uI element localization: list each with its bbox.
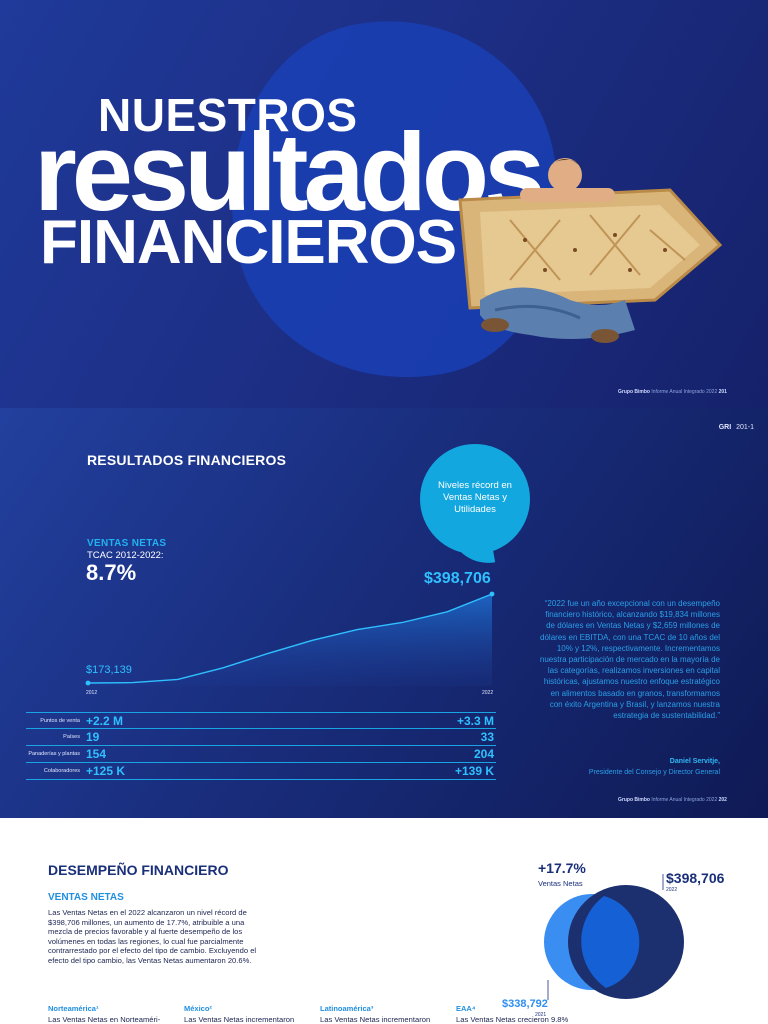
- performance-subtitle: VENTAS NETAS: [48, 892, 124, 903]
- region-text: Las Ventas Netas en Norteaméri-: [48, 1015, 161, 1024]
- stat-2012: +125 K: [86, 764, 126, 778]
- stat-row: Colaboradores +125 K +139 K: [26, 763, 496, 780]
- region-text: Las Ventas Netas incrementaron: [320, 1015, 431, 1024]
- growth-label: Ventas Netas: [538, 879, 583, 888]
- stat-2012: 19: [86, 730, 100, 744]
- hero-footer-brand: Grupo Bimbo: [618, 389, 650, 395]
- performance-section: DESEMPEÑO FINANCIERO VENTAS NETAS Las Ve…: [0, 818, 768, 1024]
- results-footer-page: 202: [718, 797, 727, 803]
- hero-footer-text: Informe Anual Integrado 2022: [651, 389, 718, 395]
- stat-row: Países 19 33: [26, 729, 496, 746]
- stat-2012: +2.2 M: [86, 714, 124, 728]
- net-sales-line: [87, 593, 493, 684]
- gri-code: 201-1: [736, 424, 754, 431]
- x-tick-2022: 2022: [482, 690, 494, 696]
- cagr-label: TCAC 2012-2022:: [87, 550, 164, 561]
- gri-label: GRI: [718, 424, 732, 431]
- ceo-quote: “2022 fue un año excepcional con un dese…: [539, 599, 720, 721]
- hero-section: NUESTROS resultados FINANCIEROS Grupo Bi…: [0, 0, 768, 408]
- region-text: Las Ventas Netas crecieron 9.8%: [456, 1015, 569, 1024]
- quote-author: Daniel Servitje,: [669, 758, 720, 765]
- stat-label: Puntos de venta: [40, 718, 80, 724]
- hero-title-line3: FINANCIEROS: [40, 208, 457, 277]
- x-tick-2012: 2012: [86, 690, 98, 696]
- stat-2022: +139 K: [454, 764, 494, 778]
- hero-title-line1: NUESTROS: [98, 89, 358, 141]
- circle-overlap: [581, 896, 640, 988]
- net-sales-area: [88, 594, 492, 686]
- net-sales-point-2022: [489, 591, 495, 597]
- results-footer: Grupo Bimbo Informe Anual Integrado 2022…: [618, 797, 727, 803]
- hero-person-with-bread-illustration: [458, 158, 723, 343]
- stat-row: Panaderías y plantas 154 204: [26, 746, 496, 763]
- value-2022: $398,706: [666, 870, 725, 886]
- stat-2022: +3.3 M: [456, 714, 494, 728]
- results-footer-brand: Grupo Bimbo: [618, 797, 650, 803]
- region-name: México²: [184, 1004, 212, 1013]
- performance-body: Las Ventas Netas en el 2022 alcanzaron u…: [48, 908, 257, 965]
- net-sales-2012-label: $173,139: [86, 664, 132, 676]
- performance-title: DESEMPEÑO FINANCIERO: [48, 862, 229, 878]
- stat-2012: 154: [86, 747, 107, 761]
- net-sales-point-2012: [85, 680, 91, 686]
- stat-2022: 204: [473, 747, 494, 761]
- results-title: RESULTADOS FINANCIEROS: [87, 452, 287, 468]
- hero-footer-page: 201: [718, 389, 727, 395]
- results-section: GRI 201-1 RESULTADOS FINANCIEROS Niveles…: [0, 408, 768, 818]
- value-2021: $338,792: [502, 998, 548, 1010]
- stat-row: Puntos de venta +2.2 M +3.3 M: [26, 712, 496, 729]
- hero-footer: Grupo Bimbo Informe Anual Integrado 2022…: [618, 389, 727, 395]
- stat-label: Países: [63, 734, 80, 740]
- year-2022: 2022: [666, 887, 678, 893]
- quote-author-role: Presidente del Consejo y Director Genera…: [588, 769, 720, 776]
- growth-value: +17.7%: [538, 860, 586, 876]
- cagr-value: 8.7%: [86, 560, 137, 585]
- region-name: Latinoamérica³: [320, 1004, 374, 1013]
- record-bubble-text: Niveles récord en Ventas Netas y Utilida…: [438, 480, 512, 515]
- region-name: Norteamérica¹: [48, 1004, 99, 1013]
- stat-label: Colaboradores: [43, 768, 80, 774]
- gri-tag: GRI 201-1: [719, 424, 754, 431]
- stats-table: Puntos de venta +2.2 M +3.3 M Países 19 …: [26, 712, 496, 780]
- year-2021: 2021: [535, 1012, 547, 1018]
- stat-2022: 33: [480, 730, 494, 744]
- results-footer-text: Informe Anual Integrado 2022: [651, 797, 718, 803]
- stat-label: Panaderías y plantas: [28, 751, 80, 757]
- net-sales-2022-label: $398,706: [424, 570, 491, 587]
- region-text: Las Ventas Netas incrementaron: [184, 1015, 295, 1024]
- region-name: EAA⁴: [456, 1004, 476, 1013]
- net-sales-label: VENTAS NETAS: [87, 538, 167, 549]
- net-sales-area-chart: [85, 591, 495, 686]
- net-sales-comparison-diagram: [544, 874, 684, 1000]
